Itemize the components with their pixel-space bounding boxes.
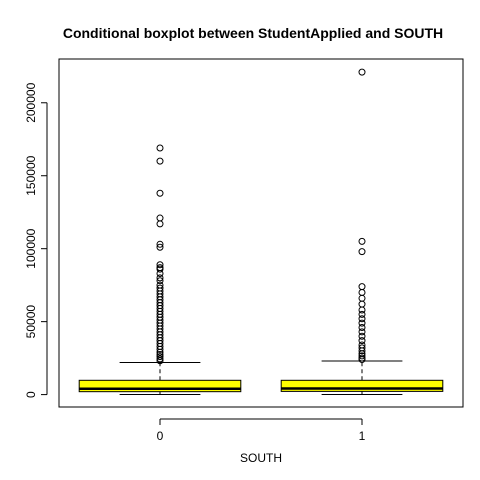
outlier-point [358, 306, 366, 314]
outlier-point [156, 214, 164, 222]
y-tick-label-0: 0 [24, 391, 38, 398]
outlier-point [358, 323, 366, 331]
outlier-point [358, 356, 366, 364]
outlier-point [156, 261, 164, 269]
outlier-point [156, 353, 164, 361]
outlier-point [156, 357, 164, 365]
y-tick-label-2: 100000 [24, 228, 38, 268]
outlier-point [358, 352, 366, 360]
outlier-point [358, 283, 366, 291]
outlier-point [156, 240, 164, 248]
outlier-point [156, 277, 164, 285]
x-tick-label-1: 1 [359, 429, 366, 443]
outlier-point [156, 355, 164, 363]
box-0 [78, 144, 242, 396]
outlier-point [358, 248, 366, 256]
chart-title: Conditional boxplot between StudentAppli… [63, 25, 443, 41]
outlier-point [156, 269, 164, 277]
outlier-point [358, 288, 366, 296]
iqr-box [78, 379, 242, 393]
plot-frame [58, 58, 464, 408]
outlier-point [156, 243, 164, 251]
outlier-point [156, 345, 164, 353]
outlier-point [156, 274, 164, 282]
iqr-box [280, 379, 444, 392]
outlier-point [358, 300, 366, 308]
outlier-point [156, 265, 164, 273]
y-axis: 0 50000 100000 150000 200000 [24, 82, 48, 398]
outlier-point [156, 157, 164, 165]
outlier-point [358, 337, 366, 345]
outlier-point [358, 68, 366, 76]
outlier-point [358, 332, 366, 340]
boxes-group [78, 68, 444, 396]
outlier-point [358, 315, 366, 323]
x-tick-label-0: 0 [157, 429, 164, 443]
outlier-point [358, 310, 366, 318]
outlier-point [358, 328, 366, 336]
outlier-point [156, 220, 164, 228]
outlier-point [358, 319, 366, 327]
box-1 [280, 68, 444, 396]
outlier-point [358, 294, 366, 302]
outlier-point [156, 189, 164, 197]
x-axis-label: SOUTH [240, 451, 282, 465]
outlier-point [156, 144, 164, 152]
y-tick-label-3: 150000 [24, 155, 38, 195]
y-tick-label-1: 50000 [24, 305, 38, 339]
outlier-point [358, 237, 366, 245]
outlier-point [156, 348, 164, 356]
outlier-point [358, 347, 366, 355]
y-tick-label-4: 200000 [24, 82, 38, 122]
